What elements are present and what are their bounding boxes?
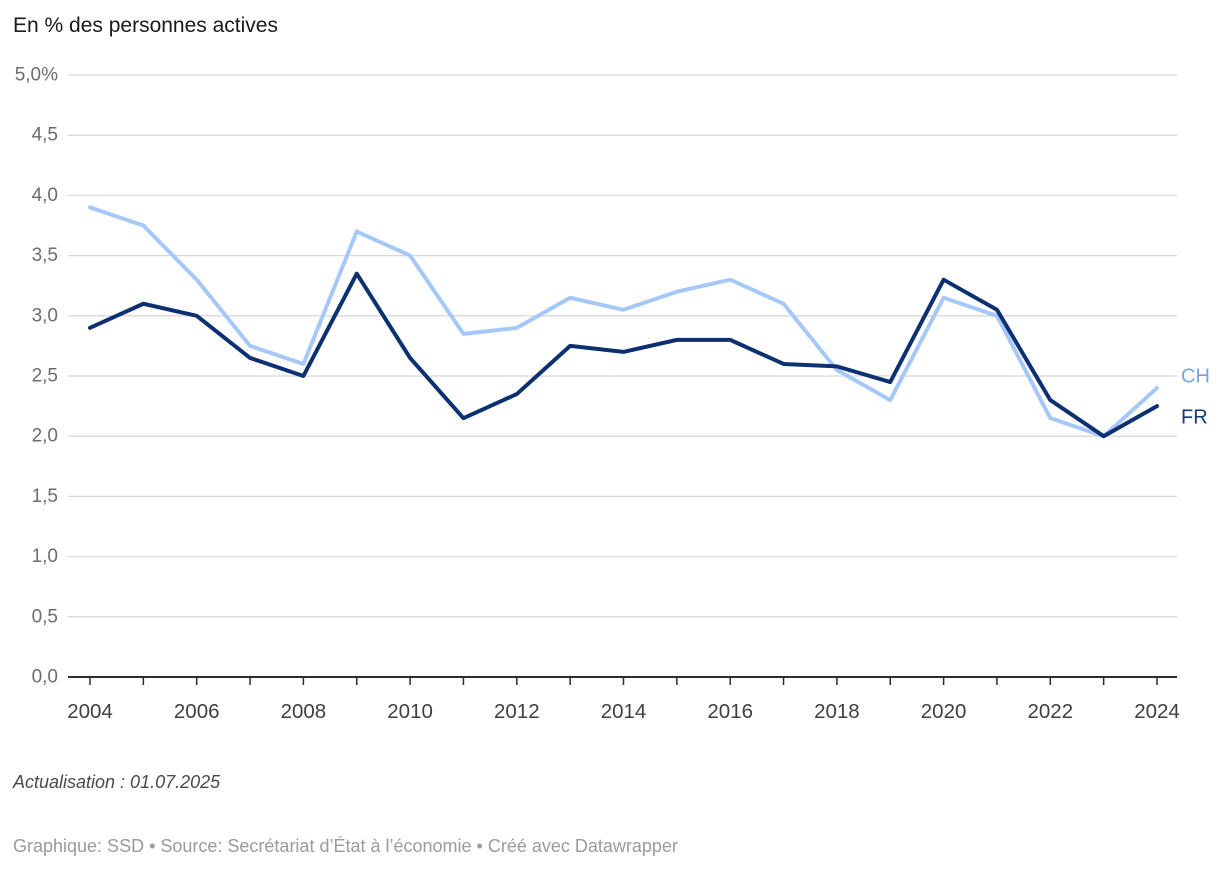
y-tick-label: 5,0% bbox=[15, 65, 58, 86]
y-tick-label: 4,0 bbox=[32, 185, 58, 206]
x-tick-label: 2006 bbox=[174, 700, 220, 723]
chart-container: En % des personnes actives 5,0% 4,5 4,0 3,5… bbox=[0, 12, 1220, 870]
x-tick-label: 2010 bbox=[387, 700, 433, 723]
x-tick-label: 2020 bbox=[921, 700, 967, 723]
y-tick-label: 3,5 bbox=[32, 245, 58, 266]
x-tick-label: 2004 bbox=[67, 700, 113, 723]
series-line-fr bbox=[88, 271, 1159, 439]
series-label-ch: CH bbox=[1181, 366, 1210, 388]
y-tick-label: 2,5 bbox=[32, 366, 58, 387]
x-tick-label: 2016 bbox=[707, 700, 753, 723]
y-tick-label: 4,5 bbox=[32, 125, 58, 146]
y-tick-label: 1,5 bbox=[32, 486, 58, 507]
y-tick-label: 2,0 bbox=[32, 426, 58, 447]
attribution-line: Graphique: SSD • Source: Secrétariat d’É… bbox=[13, 836, 678, 856]
x-tick-label: 2008 bbox=[281, 700, 327, 723]
y-tick-label: 3,0 bbox=[32, 305, 58, 326]
x-tick-label: 2018 bbox=[814, 700, 860, 723]
x-tick-label: 2024 bbox=[1134, 700, 1180, 723]
y-tick-label: 0,5 bbox=[32, 606, 58, 627]
series-label-fr: FR bbox=[1181, 407, 1208, 429]
y-tick-label: 1,0 bbox=[32, 546, 58, 567]
x-tick-label: 2014 bbox=[601, 700, 647, 723]
update-note: Actualisation : 01.07.2025 bbox=[13, 772, 221, 792]
line-chart-canvas: 5,0% 4,5 4,0 3,5 3,0 2,5 2,0 1,5 1,0 0,5 0,0 2004 20… bbox=[15, 65, 1210, 724]
x-tick-label: 2022 bbox=[1027, 700, 1073, 723]
series-line-ch bbox=[88, 205, 1159, 439]
y-tick-label: 0,0 bbox=[32, 667, 58, 688]
x-tick-label: 2012 bbox=[494, 700, 540, 723]
chart-title: En % des personnes actives bbox=[13, 14, 278, 37]
